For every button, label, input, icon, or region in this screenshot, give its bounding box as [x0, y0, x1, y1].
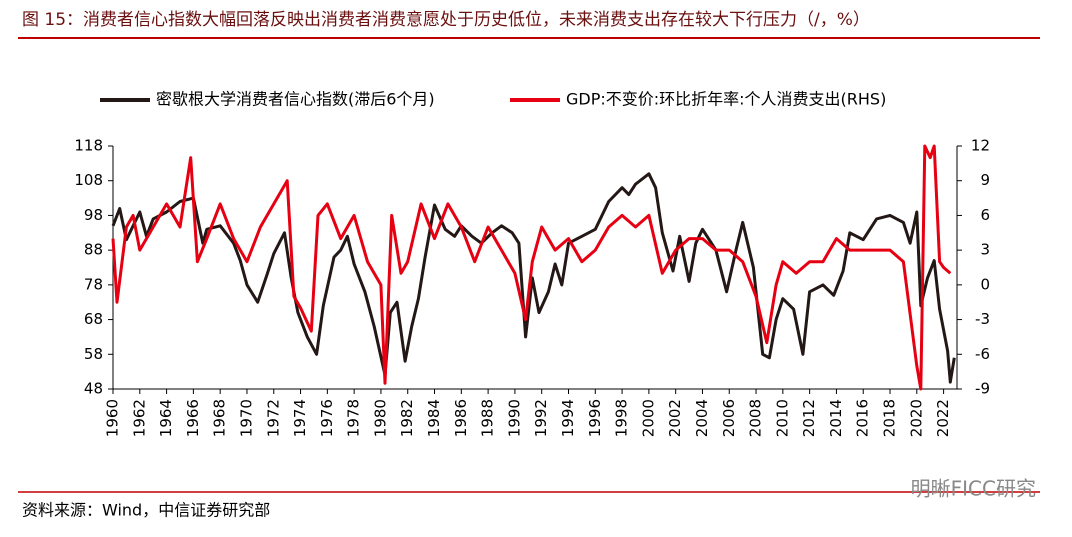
x-tick-label: 2020	[907, 399, 925, 437]
x-tick-label: 2008	[747, 399, 765, 437]
y-tick-label: 78	[84, 275, 103, 293]
x-tick-label: 2016	[854, 399, 872, 437]
x-tick-label: 1982	[398, 399, 416, 437]
y2-tick-label: -6	[975, 345, 990, 363]
x-tick-label: 1996	[586, 399, 604, 437]
x-tick-label: 1964	[157, 399, 175, 437]
x-tick-label: 1998	[613, 399, 631, 437]
y2-tick-label: 3	[980, 241, 990, 259]
chart-title: 图 15：消费者信心指数大幅回落反映出消费者消费意愿处于历史低位，未来消费支出存…	[22, 10, 870, 30]
x-tick-label: 2006	[720, 399, 738, 437]
y-tick-label: 68	[84, 310, 103, 328]
x-tick-label: 1980	[371, 399, 389, 437]
watermark: 明晰FICC研究	[911, 477, 1036, 501]
legend-label: 密歇根大学消费者信心指数(滞后6个月)	[156, 90, 435, 109]
x-tick-label: 1992	[532, 399, 550, 437]
x-tick-label: 2002	[666, 399, 684, 437]
x-tick-label: 1988	[479, 399, 497, 437]
y2-tick-label: 9	[980, 171, 990, 189]
x-tick-label: 2018	[881, 399, 899, 437]
x-tick-label: 1978	[345, 399, 363, 437]
x-tick-label: 1990	[505, 399, 523, 437]
source: 资料来源：Wind，中信证券研究部	[22, 501, 270, 520]
y-tick-label: 88	[84, 241, 103, 259]
x-tick-label: 2014	[827, 399, 845, 437]
x-tick-label: 1976	[318, 399, 336, 437]
x-tick-label: 1968	[211, 399, 229, 437]
y2-tick-label: 6	[980, 206, 990, 224]
x-tick-label: 1974	[291, 399, 309, 437]
x-tick-label: 2010	[773, 399, 791, 437]
y-tick-label: 58	[84, 345, 103, 363]
x-tick-label: 2004	[693, 399, 711, 437]
y-tick-label: 48	[84, 380, 103, 398]
y-tick-label: 108	[74, 171, 103, 189]
x-tick-label: 1966	[184, 399, 202, 437]
x-tick-label: 2000	[639, 399, 657, 437]
y-tick-label: 118	[74, 137, 103, 155]
x-tick-label: 1972	[264, 399, 282, 437]
x-tick-label: 1970	[237, 399, 255, 437]
y2-tick-label: 0	[980, 275, 990, 293]
y2-tick-label: 12	[971, 137, 990, 155]
legend-label: GDP:不变价:环比折年率:个人消费支出(RHS)	[566, 90, 886, 109]
y2-tick-label: -9	[975, 380, 990, 398]
y2-tick-label: -3	[975, 310, 990, 328]
x-tick-label: 1994	[559, 399, 577, 437]
x-tick-label: 1962	[130, 399, 148, 437]
x-tick-label: 2012	[800, 399, 818, 437]
series-line	[111, 172, 956, 384]
series-line	[111, 144, 952, 391]
x-tick-label: 2022	[934, 399, 952, 437]
x-tick-label: 1960	[104, 399, 122, 437]
x-tick-label: 1984	[425, 399, 443, 437]
y-tick-label: 98	[84, 206, 103, 224]
x-tick-label: 1986	[452, 399, 470, 437]
